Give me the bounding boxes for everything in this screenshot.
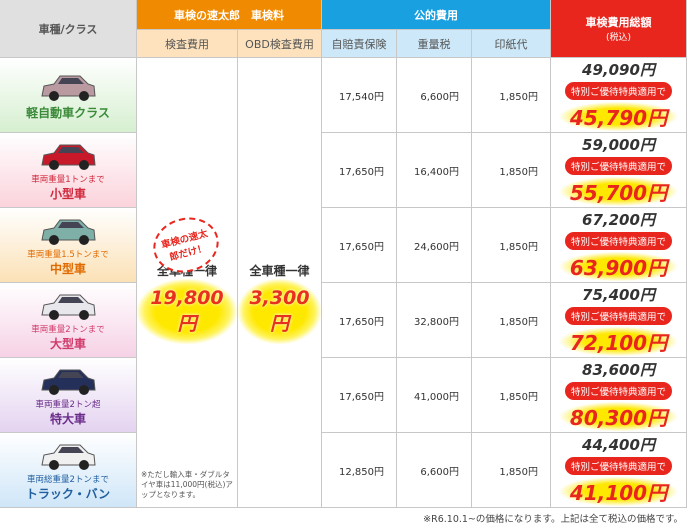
class-sub: 車両重量1トンまで (31, 174, 105, 185)
total-cell: 59,000円 特別ご優待特典適用で 55,700円 (551, 133, 687, 208)
stamp-cell: 1,850円 (472, 283, 551, 358)
offer-label: 特別ご優待特典適用で (564, 382, 672, 400)
class-name: トラック・バン (25, 486, 111, 501)
special-price: 45,790円 (559, 102, 678, 131)
insurance-cell: 12,850円 (322, 433, 397, 508)
inspection-price: 19,800円 (137, 278, 237, 344)
car-icon (41, 369, 96, 395)
car-icon (41, 219, 96, 245)
class-cell: 車両総重量2トンまで トラック・バン (0, 433, 137, 508)
special-price: 72,100円 (559, 327, 678, 356)
regular-price: 44,400円 (582, 436, 655, 454)
special-price: 55,700円 (559, 177, 678, 206)
weight-tax-cell: 6,600円 (397, 58, 472, 133)
insurance-cell: 17,650円 (322, 358, 397, 433)
offer-label: 特別ご優待特典適用で (564, 232, 672, 250)
header-class: 車種/クラス (0, 0, 137, 58)
obd-label: 全車種一律 (249, 263, 310, 278)
insurance-cell: 17,650円 (322, 133, 397, 208)
header-shop: 車検の速太郎 車検料 (137, 0, 322, 30)
regular-price: 83,600円 (582, 361, 655, 379)
class-name: 中型車 (49, 261, 86, 276)
regular-price: 49,090円 (582, 61, 655, 79)
class-sub: 車両重量1.5トンまで (27, 249, 109, 260)
car-icon (41, 294, 96, 320)
weight-tax-cell: 6,600円 (397, 433, 472, 508)
stamp-cell: 1,850円 (472, 208, 551, 283)
special-price: 41,100円 (559, 477, 678, 506)
stamp-cell: 1,850円 (472, 58, 551, 133)
total-cell: 49,090円 特別ご優待特典適用で 45,790円 (551, 58, 687, 133)
class-cell: 軽自動車クラス (0, 58, 137, 133)
header-inspection: 検査費用 (137, 30, 238, 58)
car-icon (41, 144, 96, 170)
class-name: 特大車 (49, 411, 86, 426)
class-name: 小型車 (49, 186, 86, 201)
regular-price: 67,200円 (582, 211, 655, 229)
insurance-cell: 17,650円 (322, 283, 397, 358)
obd-price: 3,300円 (238, 278, 321, 344)
class-cell: 車両重量2トン超 特大車 (0, 358, 137, 433)
offer-label: 特別ご優待特典適用で (564, 82, 672, 100)
header-total-title: 車検費用総額 (585, 16, 652, 29)
total-cell: 75,400円 特別ご優待特典適用で 72,100円 (551, 283, 687, 358)
car-icon (41, 75, 96, 101)
class-cell: 車両重量1.5トンまで 中型車 (0, 208, 137, 283)
regular-price: 75,400円 (582, 286, 655, 304)
total-cell: 83,600円 特別ご優待特典適用で 80,300円 (551, 358, 687, 433)
offer-label: 特別ご優待特典適用で (564, 307, 672, 325)
offer-label: 特別ご優待特典適用で (564, 457, 672, 475)
weight-tax-cell: 16,400円 (397, 133, 472, 208)
class-sub: 車両重量2トンまで (31, 324, 105, 335)
regular-price: 59,000円 (582, 136, 655, 154)
header-insurance: 自賠責保険 (322, 30, 397, 58)
total-cell: 67,200円 特別ご優待特典適用で 63,900円 (551, 208, 687, 283)
offer-label: 特別ご優待特典適用で (564, 157, 672, 175)
header-total-note: (税込) (605, 33, 632, 43)
class-name: 大型車 (49, 336, 86, 351)
special-price: 80,300円 (559, 402, 678, 431)
insurance-cell: 17,540円 (322, 58, 397, 133)
class-cell: 車両重量1トンまで 小型車 (0, 133, 137, 208)
stamp-cell: 1,850円 (472, 433, 551, 508)
insurance-cell: 17,650円 (322, 208, 397, 283)
footnote: ※R6.10.1~の価格になります。上記は全て税込の価格です。 (423, 514, 683, 525)
header-total: 車検費用総額 (税込) (551, 0, 687, 58)
stamp-cell: 1,850円 (472, 358, 551, 433)
class-sub: 車両総重量2トンまで (27, 474, 109, 485)
weight-tax-cell: 24,600円 (397, 208, 472, 283)
total-cell: 44,400円 特別ご優待特典適用で 41,100円 (551, 433, 687, 508)
header-public: 公的費用 (322, 0, 551, 30)
car-icon (41, 444, 96, 470)
inspection-cell: 車検の速太郎だけ！ 全車種一律 19,800円 ※ただし輸入車・ダブルタイヤ車は… (137, 58, 238, 508)
weight-tax-cell: 41,000円 (397, 358, 472, 433)
stamp-cell: 1,850円 (472, 133, 551, 208)
class-sub: 車両重量2トン超 (35, 399, 101, 410)
header-obd: OBD検査費用 (238, 30, 322, 58)
class-cell: 車両重量2トンまで 大型車 (0, 283, 137, 358)
note: ※ただし輸入車・ダブルタイヤ車は11,000円(税込)アップとなります。 (141, 470, 233, 499)
special-price: 63,900円 (559, 252, 678, 281)
obd-cell: 全車種一律 3,300円 (238, 58, 322, 508)
header-weight-tax: 重量税 (397, 30, 472, 58)
class-name: 軽自動車クラス (26, 105, 110, 120)
weight-tax-cell: 32,800円 (397, 283, 472, 358)
header-stamp: 印紙代 (472, 30, 551, 58)
